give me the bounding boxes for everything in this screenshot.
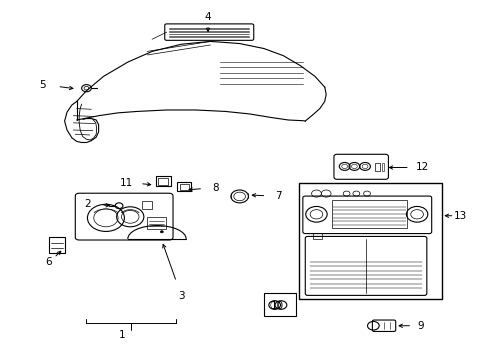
Text: 3: 3 — [178, 291, 184, 301]
Text: 9: 9 — [416, 321, 423, 331]
Text: 7: 7 — [275, 191, 281, 201]
Circle shape — [160, 231, 163, 233]
Bar — [298, 183, 442, 298]
Bar — [177, 182, 191, 192]
Bar — [331, 201, 407, 228]
Text: 13: 13 — [453, 211, 467, 221]
Bar — [49, 237, 65, 253]
Text: 6: 6 — [46, 257, 52, 267]
Bar — [381, 163, 383, 171]
Bar — [158, 178, 168, 185]
Text: 11: 11 — [120, 178, 133, 188]
Bar — [156, 176, 170, 186]
Bar — [180, 184, 188, 190]
Text: 4: 4 — [204, 13, 211, 22]
Bar — [142, 202, 152, 208]
Bar — [147, 217, 165, 229]
Text: 5: 5 — [40, 80, 46, 90]
Bar — [264, 293, 295, 316]
Bar — [374, 163, 379, 171]
Text: 12: 12 — [414, 162, 427, 172]
Text: 8: 8 — [212, 183, 218, 193]
Text: 1: 1 — [119, 330, 125, 341]
Text: 2: 2 — [84, 199, 91, 209]
Text: 10: 10 — [270, 301, 284, 311]
